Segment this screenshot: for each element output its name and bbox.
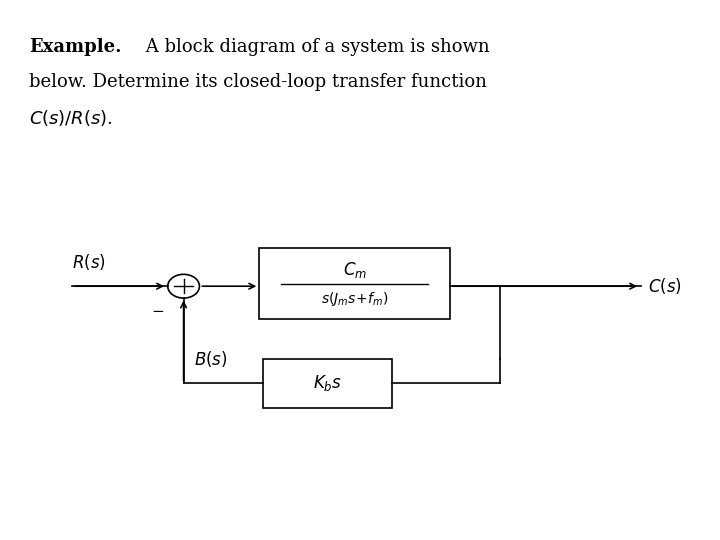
Text: A block diagram of a system is shown: A block diagram of a system is shown — [140, 38, 490, 56]
Text: $C(s)$: $C(s)$ — [648, 276, 682, 296]
Text: $-$: $-$ — [151, 303, 164, 318]
Text: $s(J_m s \!+\! f_m)$: $s(J_m s \!+\! f_m)$ — [321, 289, 388, 308]
FancyBboxPatch shape — [263, 359, 392, 408]
FancyBboxPatch shape — [259, 248, 450, 319]
Text: $C(s)/R(s)$.: $C(s)/R(s)$. — [29, 108, 112, 128]
Text: $R(s)$: $R(s)$ — [72, 252, 106, 272]
Text: Example.: Example. — [29, 38, 121, 56]
Text: below. Determine its closed-loop transfer function: below. Determine its closed-loop transfe… — [29, 73, 487, 91]
Text: $B(s)$: $B(s)$ — [194, 349, 228, 369]
Text: $C_m$: $C_m$ — [343, 260, 366, 280]
Text: $K_b s$: $K_b s$ — [313, 373, 342, 394]
